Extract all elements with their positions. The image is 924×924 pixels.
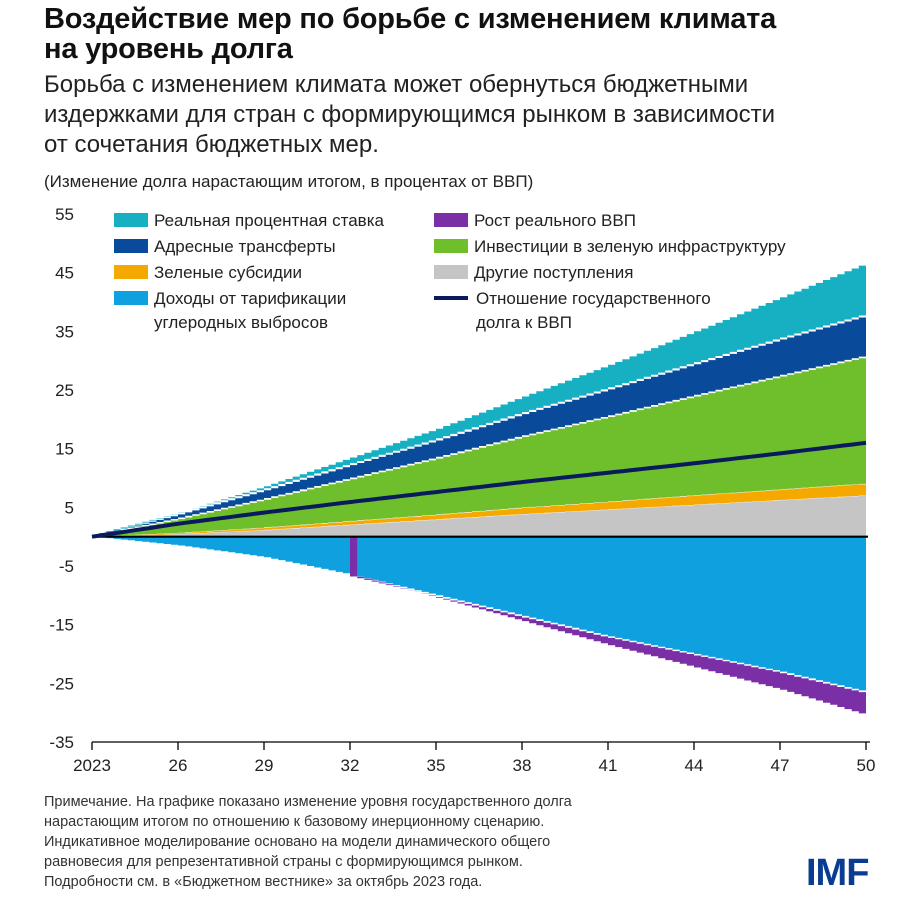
legend-swatch xyxy=(114,291,148,305)
area-series-4 xyxy=(92,356,866,537)
legend-item: Инвестиции в зеленую инфраструктуру xyxy=(434,237,786,256)
area-series-0 xyxy=(92,536,866,693)
legend-item: Зеленые субсидии xyxy=(114,263,302,282)
y-tick-label: 55 xyxy=(55,205,74,224)
legend-swatch xyxy=(114,239,148,253)
x-tick-label: 44 xyxy=(685,756,704,775)
y-tick-label: 5 xyxy=(65,498,74,517)
legend-label: Другие поступления xyxy=(474,263,633,282)
x-tick-label: 32 xyxy=(341,756,360,775)
footnote-line: нарастающим итогом по отношению к базово… xyxy=(44,814,545,830)
y-tick-label: -25 xyxy=(49,674,74,693)
x-tick-label: 50 xyxy=(857,756,876,775)
subtitle-line: от сочетания бюджетных мер. xyxy=(44,131,379,158)
legend-label: Инвестиции в зеленую инфраструктуру xyxy=(474,237,786,256)
x-tick-label: 38 xyxy=(513,756,532,775)
legend-label: Реальная процентная ставка xyxy=(154,211,385,230)
footnote-line: Подробности см. в «Бюджетном вестнике» з… xyxy=(44,874,483,890)
subtitle-line: Борьба с изменением климата может оберну… xyxy=(44,71,749,98)
y-tick-label: 15 xyxy=(55,440,74,459)
y-tick-label: -15 xyxy=(49,616,74,635)
legend-item: Доходы от тарификации углеродных выбросов xyxy=(114,289,346,332)
legend-swatch xyxy=(434,239,468,253)
legend: Реальная процентная ставка Рост реального… xyxy=(114,211,786,332)
legend-label: Адресные трансферты xyxy=(154,237,336,256)
y-tick-label: 45 xyxy=(55,264,74,283)
legend-item: Рост реального ВВП xyxy=(434,211,636,230)
footnote-line: равновесия для репрезентативной страны с… xyxy=(44,854,523,870)
y-tick-label: -5 xyxy=(59,557,74,576)
chart: 55 45 35 25 15 5 -5 -15 -25 -35 2023 26 29 32 35 38 41 44… xyxy=(49,205,875,775)
imf-logo: IMF xyxy=(806,852,869,894)
legend-label: Рост реального ВВП xyxy=(474,211,636,230)
footnote-line: Индикативное моделирование основано на м… xyxy=(44,834,551,850)
area-series-5 xyxy=(92,315,866,537)
legend-item: Реальная процентная ставка xyxy=(114,211,385,230)
legend-label: Отношение государственного xyxy=(476,289,711,308)
area-layer xyxy=(92,262,866,716)
legend-item: Адресные трансферты xyxy=(114,237,336,256)
x-tick-label: 47 xyxy=(771,756,790,775)
legend-label: углеродных выбросов xyxy=(154,313,328,332)
legend-label: долга к ВВП xyxy=(476,313,572,332)
x-tick-label: 41 xyxy=(599,756,618,775)
legend-swatch xyxy=(114,213,148,227)
x-tick-label: 35 xyxy=(427,756,446,775)
chart-subtitle: Борьба с изменением климата может оберну… xyxy=(44,70,914,160)
y-tick-label: 25 xyxy=(55,381,74,400)
legend-swatch xyxy=(434,213,468,227)
line-layer xyxy=(91,440,868,539)
legend-label: Доходы от тарификации xyxy=(154,289,346,308)
x-tick-label: 26 xyxy=(169,756,188,775)
legend-item: Отношение государственного долга к ВВП xyxy=(434,289,711,332)
units-label: (Изменение долга нарастающим итогом, в п… xyxy=(44,172,534,191)
y-tick-label: 35 xyxy=(55,322,74,341)
subtitle-line: издержками для стран с формирующимся рын… xyxy=(44,101,775,128)
debt-ratio-line xyxy=(91,440,867,539)
footnote: Примечание. На графике показано изменени… xyxy=(44,792,764,892)
legend-swatch xyxy=(114,265,148,279)
title-line: Воздействие мер по борьбе с изменением к… xyxy=(44,3,777,35)
legend-swatch xyxy=(434,265,468,279)
x-tick-label: 2023 xyxy=(73,756,111,775)
chart-title: Воздействие мер по борьбе с изменением к… xyxy=(44,4,914,64)
area-series-2 xyxy=(92,495,866,537)
title-line: на уровень долга xyxy=(44,33,293,65)
axis-layer: 55 45 35 25 15 5 -5 -15 -25 -35 2023 26 29 32 35 38 41 44… xyxy=(49,205,875,775)
legend-label: Зеленые субсидии xyxy=(154,263,302,282)
x-tick-label: 29 xyxy=(255,756,274,775)
footnote-line: Примечание. На графике показано изменени… xyxy=(44,794,572,810)
y-tick-label: -35 xyxy=(49,733,74,752)
legend-item: Другие поступления xyxy=(434,263,633,282)
